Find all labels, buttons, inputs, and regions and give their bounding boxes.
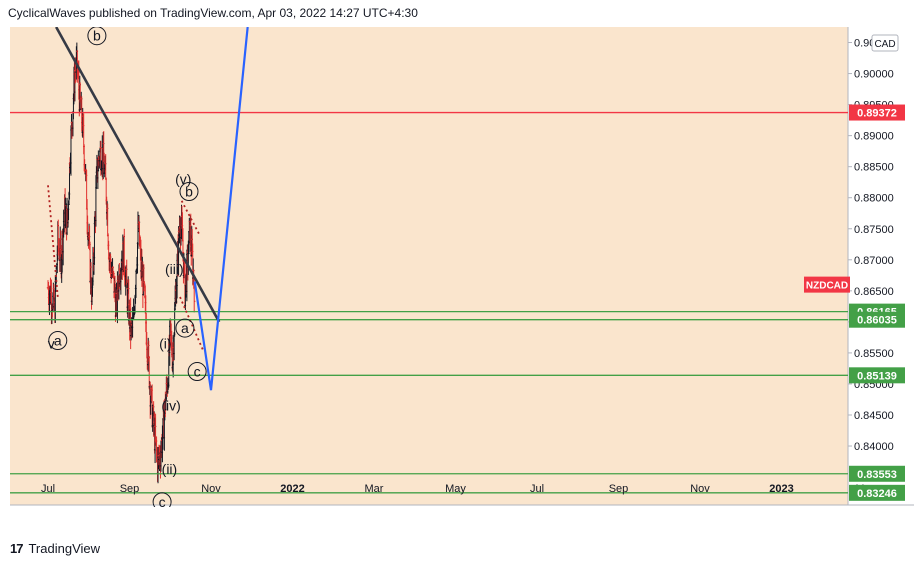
y-tick-label: 0.86500 — [854, 286, 894, 298]
wave-label: c — [194, 364, 201, 380]
wave-label: b — [185, 184, 193, 200]
price-tag-label: 0.89372 — [857, 108, 897, 120]
price-tag-box — [849, 465, 905, 482]
wave-labels: b(v)b(iii)a(i)c(iv)(ii)cv a — [48, 26, 207, 512]
projection-path[interactable] — [193, 26, 249, 391]
tradingview-brand: TradingView — [28, 541, 101, 556]
wave-label-circle — [48, 330, 68, 350]
price-chart[interactable]: b(v)b(iii)a(i)c(iv)(ii)cva 0.905000.9000… — [10, 26, 914, 512]
price-axis: 0.905000.900000.895000.890000.885000.880… — [848, 38, 894, 453]
symbol-tag-label: NZDCAD — [806, 281, 848, 292]
price-tag-box — [849, 484, 905, 501]
wave-label-circle — [179, 182, 199, 202]
currency-label: CAD — [874, 39, 895, 50]
wave-label: a — [181, 320, 189, 336]
x-tick-label: Jul — [530, 483, 544, 495]
wave-label-circle — [87, 26, 107, 46]
attribution-text: CyclicalWaves published on TradingView.c… — [8, 6, 418, 20]
currency-badge: CAD — [871, 34, 899, 52]
x-tick-label: Mar — [365, 483, 384, 495]
wave-label: (iii) — [165, 261, 184, 277]
wave-label: c — [159, 494, 166, 507]
y-tick-label: 0.84500 — [854, 410, 894, 422]
symbol-tag-box — [804, 276, 850, 293]
wave-label: b — [93, 28, 101, 44]
wave-label-circle — [187, 362, 207, 382]
wave-label: (ii) — [162, 461, 178, 477]
price-tag-box — [849, 104, 905, 121]
y-tick-label: 0.84000 — [854, 441, 894, 453]
price-tag-box — [849, 311, 905, 328]
y-tick-label: 0.85500 — [854, 348, 894, 360]
price-tag-label: 0.83553 — [857, 469, 897, 481]
wave-label: v — [48, 336, 55, 352]
price-tag-box — [849, 367, 905, 384]
price-tags: 0.893720.861650.860350.851390.835530.832… — [804, 104, 905, 501]
tradingview-logo-icon: 17 — [10, 541, 24, 556]
price-tag-label: 0.83246 — [857, 488, 897, 500]
y-tick-label: 0.88000 — [854, 193, 894, 205]
x-tick-label: Nov — [690, 483, 710, 495]
x-tick-label: 2023 — [769, 483, 793, 495]
wave-label: (i) — [159, 336, 171, 352]
y-tick-label: 0.87000 — [854, 255, 894, 267]
time-axis-background — [10, 505, 914, 507]
plot-background — [10, 27, 848, 505]
chart-canvas[interactable]: b(v)b(iii)a(i)c(iv)(ii)cva 0.905000.9000… — [10, 26, 914, 512]
time-axis: JulSepNov2022MarMayJulSepNov2023Ma — [41, 483, 872, 495]
trend-line[interactable] — [55, 26, 221, 323]
candlestick-series — [46, 42, 196, 484]
x-tick-label: Nov — [201, 483, 221, 495]
price-tag-label: 0.86035 — [857, 315, 897, 327]
y-tick-label: 0.87500 — [854, 224, 894, 236]
wave-label: (iv) — [161, 398, 180, 414]
dotted-channel-line[interactable] — [180, 200, 201, 236]
x-tick-label: Jul — [41, 483, 55, 495]
price-levels — [10, 111, 848, 494]
y-tick-label: 0.90000 — [854, 69, 894, 81]
x-tick-label: May — [445, 483, 466, 495]
y-tick-label: 0.88500 — [854, 162, 894, 174]
footer-branding: 17 TradingView — [10, 541, 100, 556]
dotted-channel-line[interactable] — [47, 185, 59, 298]
price-tag-label: 0.85139 — [857, 370, 897, 382]
drawing-lines — [47, 26, 249, 391]
x-tick-label: Sep — [120, 483, 140, 495]
wave-label-circle — [175, 318, 195, 338]
x-tick-label: Sep — [609, 483, 629, 495]
wave-label: a — [54, 332, 62, 348]
x-tick-label: 2022 — [280, 483, 304, 495]
y-tick-label: 0.89000 — [854, 131, 894, 143]
